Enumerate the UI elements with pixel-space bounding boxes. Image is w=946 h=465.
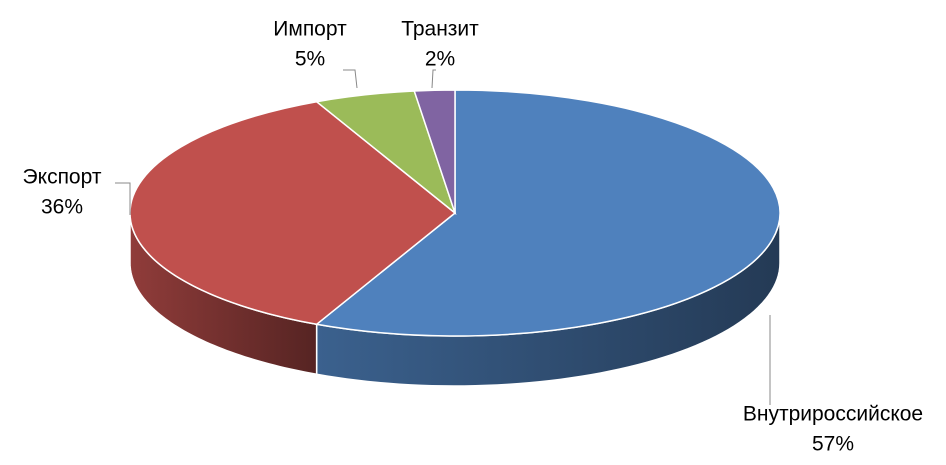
slice-label: Импорт (273, 18, 347, 41)
slice (314, 89, 781, 337)
leader-line (431, 69, 436, 89)
slice-label: Экспорт (23, 166, 102, 189)
slice-value-label: 5% (295, 48, 325, 71)
slice-value-label: 2% (425, 48, 455, 71)
slice-label: Внутрироссийское (743, 403, 923, 426)
slice (413, 89, 456, 214)
slice-value-label: 57% (812, 433, 854, 456)
leader-line (343, 69, 358, 89)
slice-value-label: 36% (41, 196, 83, 219)
leader-line (115, 182, 131, 215)
slice-label: Транзит (401, 18, 479, 41)
